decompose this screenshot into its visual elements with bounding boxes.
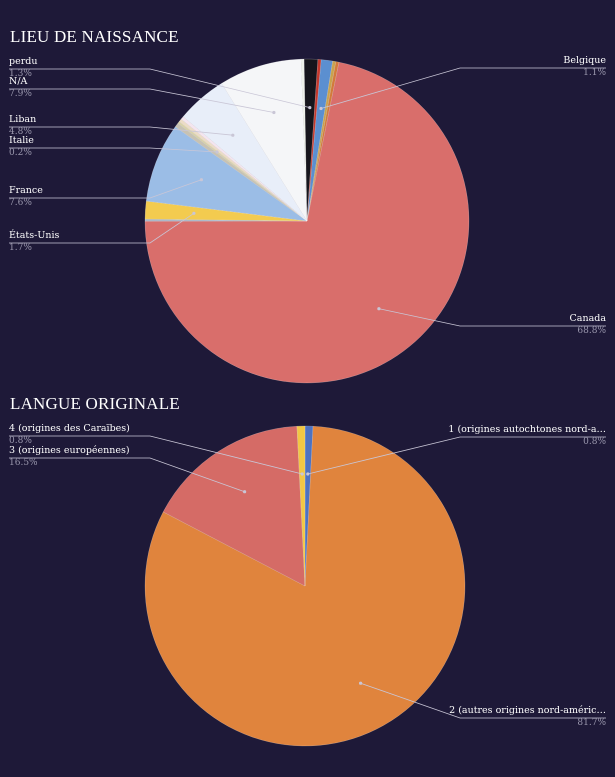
slice-percent-belgique: 1.1% <box>583 68 606 78</box>
slice-label-3-origines-europeennes: 3 (origines européennes) <box>9 445 130 456</box>
slice-label-france: France <box>9 185 43 196</box>
slice-label-perdu: perdu <box>9 56 37 67</box>
slice-percent-italie: 0.2% <box>9 148 32 158</box>
slice-label-2-autres-origines-nord-americ: 2 (autres origines nord-améric… <box>449 705 606 716</box>
pie-slice-perdu <box>303 58 319 222</box>
leader-line-canada <box>378 308 606 327</box>
pie-slice-minor-7 <box>174 122 308 222</box>
slice-percent-etats-unis: 1.7% <box>9 243 32 253</box>
leader-line-4-origines-des-caraibes <box>9 435 303 475</box>
leader-line-perdu <box>9 68 310 108</box>
pie-slice-minor-1 <box>306 60 337 222</box>
pie-chart-1: Belgique 1.1% Canada 68.8% États-Unis 1.7% Fra… <box>9 55 607 384</box>
slice-percent-france: 7.6% <box>9 198 32 208</box>
pie-slice-1-origines-autochtones-nord-a <box>304 425 314 587</box>
slice-label-1-origines-autochtones-nord-a: 1 (origines autochtones nord-a… <box>448 424 606 435</box>
slice-percent-1-origines-autochtones-nord-a: 0.8% <box>583 437 606 447</box>
leader-line-n-a <box>9 88 274 113</box>
leader-dot-4-origines-des-caraibes <box>300 472 304 476</box>
slice-label-4-origines-des-caraibes: 4 (origines des Caraïbes) <box>9 423 130 434</box>
leader-line-belgique <box>320 67 606 109</box>
slice-percent-2-autres-origines-nord-americ: 81.7% <box>577 718 606 728</box>
slice-percent-liban: 4.8% <box>9 127 32 137</box>
pie-slice-belgique <box>306 59 334 222</box>
leader-dot-perdu <box>308 106 312 110</box>
pie-slice-4-origines-des-caraibes <box>296 425 306 587</box>
slice-label-italie: Italie <box>9 135 34 146</box>
slice-label-n-a: N/A <box>9 76 28 87</box>
pie-slice-2-autres-origines-nord-americ <box>144 425 466 747</box>
slice-percent-3-origines-europeennes: 16.5% <box>9 458 38 468</box>
chart-title-birthplace: LIEU DE NAISSANCE <box>10 27 179 46</box>
pie-slice-minor-15 <box>306 59 322 222</box>
leader-dot-2-autres-origines-nord-americ <box>359 681 363 685</box>
leader-dot-liban <box>231 133 235 137</box>
slice-label-belgique: Belgique <box>563 55 606 66</box>
leader-line-france <box>9 179 202 199</box>
pie-chart-2: 1 (origines autochtones nord-a… 0.8% 2 (au… <box>9 423 606 747</box>
pie-slice-minor-4 <box>144 218 308 222</box>
leader-dot-etats-unis <box>192 211 196 215</box>
pie-slice-minor-10 <box>180 116 308 222</box>
leader-line-italie <box>9 147 218 153</box>
leader-dot-france <box>199 178 203 182</box>
pie-slice-minor-13 <box>300 58 308 222</box>
leader-dot-3-origines-europeennes <box>243 490 247 494</box>
leader-line-1-origines-autochtones-nord-a <box>307 436 606 475</box>
leader-line-3-origines-europeennes <box>9 457 245 493</box>
pie-slice-etats-unis <box>144 200 308 222</box>
pie-slice-n-a <box>221 58 308 222</box>
slice-label-liban: Liban <box>9 114 36 125</box>
leader-line-liban <box>9 126 233 136</box>
pie-slice-minor-2 <box>306 61 340 222</box>
pie-slice-minor-9 <box>178 118 308 222</box>
slice-percent-perdu: 1.3% <box>9 69 32 79</box>
pie-slice-canada <box>144 61 470 384</box>
slice-percent-n-a: 7.9% <box>9 89 32 99</box>
chart-title-language: LANGUE ORIGINALE <box>10 394 180 413</box>
leader-dot-belgique <box>319 106 323 111</box>
leader-line-2-autres-origines-nord-americ <box>360 682 606 719</box>
leader-dot-italie <box>215 150 219 154</box>
leader-line-etats-unis <box>9 212 195 244</box>
slice-percent-canada: 68.8% <box>577 326 606 336</box>
leader-dot-n-a <box>272 110 276 115</box>
leader-dot-1-origines-autochtones-nord-a <box>306 472 310 476</box>
slice-label-canada: Canada <box>570 313 607 324</box>
leader-dot-canada <box>377 307 381 311</box>
slice-percent-4-origines-des-caraibes: 0.8% <box>9 436 32 446</box>
slice-label-etats-unis: États-Unis <box>9 229 59 241</box>
pie-slice-italie <box>177 121 308 222</box>
